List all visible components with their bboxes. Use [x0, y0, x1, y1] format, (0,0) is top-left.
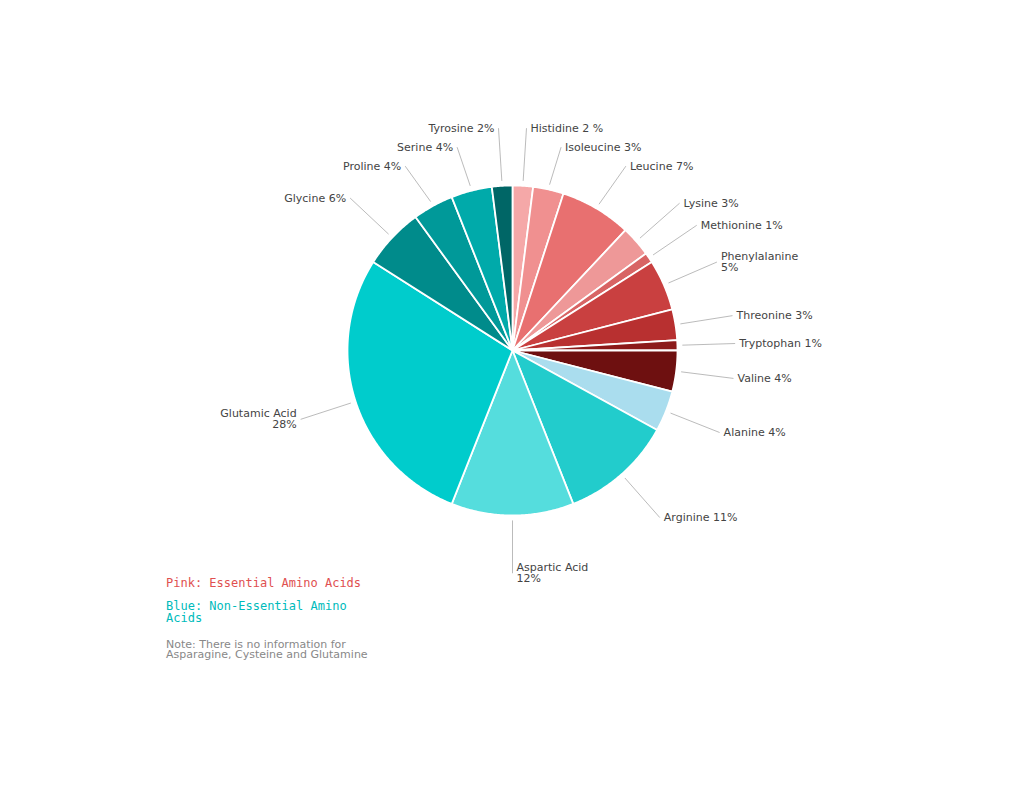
svg-text:Serine 4%: Serine 4% [397, 141, 453, 154]
svg-text:Lysine 3%: Lysine 3% [684, 197, 739, 210]
svg-text:Valine 4%: Valine 4% [737, 372, 791, 385]
svg-text:Alanine 4%: Alanine 4% [724, 426, 786, 439]
svg-text:Histidine 2 %: Histidine 2 % [530, 122, 603, 135]
svg-text:Blue: Non-Essential AminoAcids: Blue: Non-Essential AminoAcids [166, 599, 347, 625]
svg-text:Proline 4%: Proline 4% [343, 160, 401, 173]
svg-text:Note: There is no information: Note: There is no information forAsparag… [166, 638, 368, 662]
svg-text:Glutamic Acid28%: Glutamic Acid28% [220, 407, 296, 431]
svg-text:Tryptophan 1%: Tryptophan 1% [738, 337, 822, 350]
svg-text:Glycine 6%: Glycine 6% [284, 192, 346, 205]
svg-text:Pink: Essential Amino Acids: Pink: Essential Amino Acids [166, 576, 361, 590]
svg-text:Tyrosine 2%: Tyrosine 2% [428, 122, 495, 135]
svg-text:Isoleucine 3%: Isoleucine 3% [565, 141, 641, 154]
svg-text:Arginine 11%: Arginine 11% [664, 511, 738, 524]
svg-text:Threonine 3%: Threonine 3% [736, 309, 813, 322]
svg-text:Aspartic Acid12%: Aspartic Acid12% [517, 561, 589, 585]
svg-text:Phenylalanine5%: Phenylalanine5% [721, 250, 798, 274]
svg-text:Methionine 1%: Methionine 1% [701, 219, 783, 232]
svg-text:Leucine 7%: Leucine 7% [630, 160, 693, 173]
